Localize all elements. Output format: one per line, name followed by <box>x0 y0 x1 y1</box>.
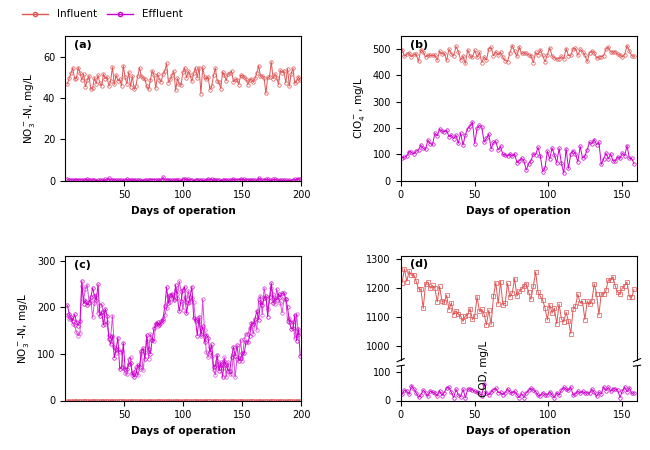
Y-axis label: ClO$_4^-$, mg/L: ClO$_4^-$, mg/L <box>352 77 367 140</box>
Y-axis label: NO$_3^-$-N, mg/L: NO$_3^-$-N, mg/L <box>22 73 37 144</box>
Text: (d): (d) <box>410 259 428 269</box>
Text: (b): (b) <box>410 40 428 50</box>
X-axis label: Days of operation: Days of operation <box>131 426 235 436</box>
Text: (c): (c) <box>75 260 92 270</box>
Text: COD, mg/L: COD, mg/L <box>479 341 489 397</box>
X-axis label: Days of operation: Days of operation <box>467 206 571 216</box>
Legend: Influent, Effluent: Influent, Effluent <box>18 5 187 23</box>
Text: (a): (a) <box>75 40 92 50</box>
Y-axis label: NO$_3^-$-N, mg/L: NO$_3^-$-N, mg/L <box>16 292 31 364</box>
X-axis label: Days of operation: Days of operation <box>131 206 235 216</box>
X-axis label: Days of operation: Days of operation <box>467 426 571 436</box>
